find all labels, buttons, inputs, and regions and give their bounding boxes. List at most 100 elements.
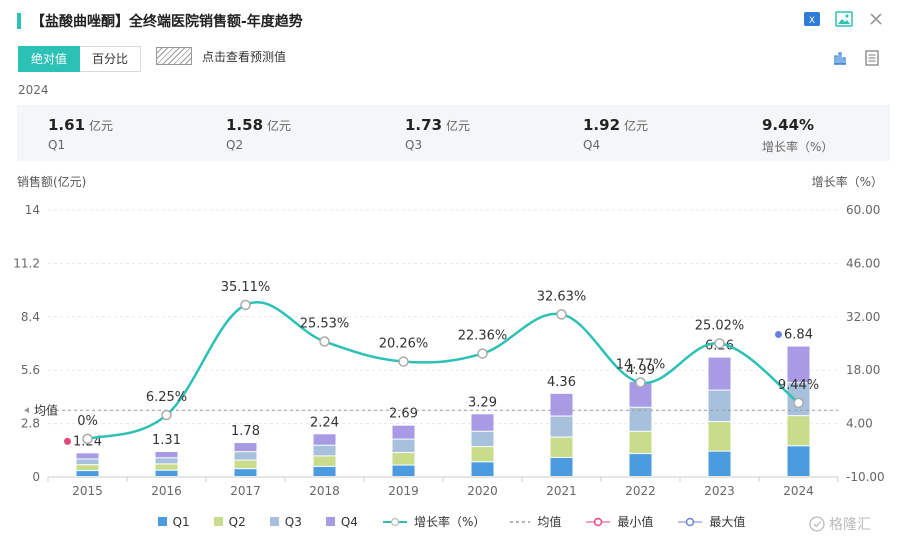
legend-swatch bbox=[325, 517, 335, 526]
growth-label: 35.11% bbox=[221, 280, 271, 295]
growth-rate-line bbox=[87, 301, 800, 441]
bar-segment-q4 bbox=[392, 425, 415, 439]
hatch-pattern-icon bbox=[156, 47, 192, 65]
legend-swatch bbox=[213, 517, 223, 526]
bar-segment-q3 bbox=[550, 416, 573, 437]
year-label: 2024 bbox=[18, 83, 49, 97]
summary-label: Q3 bbox=[405, 138, 423, 152]
summary-unit: 亿元 bbox=[446, 119, 471, 133]
percent-button[interactable]: 百分比 bbox=[80, 46, 142, 72]
bar-segment-q4 bbox=[629, 381, 652, 407]
legend-mean[interactable]: 均值 bbox=[509, 513, 561, 530]
forecast-toggle[interactable]: 点击查看预测值 bbox=[156, 47, 286, 65]
growth-point bbox=[635, 377, 646, 388]
legend-min-marker bbox=[586, 517, 611, 526]
summary-label: Q1 bbox=[48, 138, 66, 152]
bar-segment-q3 bbox=[471, 431, 494, 447]
summary-label: Q2 bbox=[226, 138, 244, 152]
legend-label: Q2 bbox=[228, 514, 246, 529]
bar-segment-q3 bbox=[313, 445, 336, 456]
growth-label: 32.63% bbox=[537, 289, 587, 304]
max-value-marker bbox=[775, 331, 782, 339]
view-switcher bbox=[831, 49, 881, 67]
bar-segment-q2 bbox=[234, 460, 257, 469]
summary-growth: 9.44% 增长率（%） bbox=[762, 115, 833, 155]
value-mode-toggle: 绝对值 百分比 bbox=[18, 46, 142, 72]
legend-label: Q1 bbox=[172, 514, 190, 529]
bar-segment-q2 bbox=[471, 447, 494, 462]
bar-segment-q1 bbox=[234, 469, 257, 476]
legend-q4[interactable]: Q4 bbox=[325, 513, 358, 530]
bar-segment-q1 bbox=[708, 451, 731, 476]
bar-segment-q1 bbox=[787, 446, 810, 476]
legend-min[interactable]: 最小值 bbox=[585, 513, 653, 530]
x-tick-label: 2022 bbox=[625, 484, 656, 498]
summary-value: 1.92 bbox=[583, 116, 621, 134]
y-tick-left: 0 bbox=[32, 470, 40, 484]
legend-dash-marker bbox=[510, 520, 531, 523]
bar-segment-q3 bbox=[234, 452, 257, 460]
bar-segment-q3 bbox=[155, 458, 178, 464]
growth-point bbox=[714, 338, 725, 349]
legend-growth[interactable]: 增长率（%） bbox=[382, 513, 485, 530]
bar-segment-q4 bbox=[787, 346, 810, 383]
y-tick-left: 5.6 bbox=[21, 363, 40, 377]
x-tick-label: 2016 bbox=[151, 484, 182, 498]
y-tick-left: 2.8 bbox=[21, 417, 40, 431]
bar-total-label: 6.84 bbox=[784, 328, 813, 343]
bar-total-label: 1.78 bbox=[231, 424, 260, 439]
bar-segment-q1 bbox=[76, 471, 99, 476]
summary-q3: 1.73 亿元 Q3 bbox=[405, 115, 470, 152]
page-title: 【盐酸曲唑酮】全终端医院销售额-年度趋势 bbox=[31, 14, 303, 30]
svg-text:X: X bbox=[809, 16, 815, 26]
mean-marker-icon bbox=[24, 407, 29, 414]
y-tick-right: 32.00 bbox=[846, 310, 880, 324]
legend-q2[interactable]: Q2 bbox=[213, 513, 246, 530]
image-export-icon[interactable] bbox=[835, 10, 853, 28]
bar-segment-q4 bbox=[708, 357, 731, 390]
summary-unit: 亿元 bbox=[89, 119, 114, 133]
legend-q1[interactable]: Q1 bbox=[157, 513, 190, 530]
bar-total-label: 4.99 bbox=[626, 363, 655, 378]
legend-q3[interactable]: Q3 bbox=[269, 513, 302, 530]
bar-segment-q2 bbox=[76, 465, 99, 471]
excel-export-icon[interactable]: X bbox=[803, 10, 821, 28]
close-icon[interactable] bbox=[867, 10, 885, 28]
bar-segment-q4 bbox=[76, 453, 99, 459]
bar-segment-q3 bbox=[629, 407, 652, 431]
bar-chart-icon[interactable] bbox=[831, 49, 849, 67]
summary-label: 增长率（%） bbox=[762, 140, 834, 154]
x-tick-label: 2019 bbox=[388, 484, 419, 498]
summary-q1: 1.61 亿元 Q1 bbox=[48, 115, 113, 152]
mean-label: 均值 bbox=[34, 402, 58, 417]
legend-label: Q3 bbox=[284, 514, 302, 529]
x-tick-label: 2021 bbox=[546, 484, 577, 498]
summary-panel: 1.61 亿元 Q1 1.58 亿元 Q2 1.73 亿元 Q3 1.92 亿元 Q4 … bbox=[17, 105, 890, 161]
legend-swatch bbox=[269, 517, 279, 526]
legend-label: 均值 bbox=[537, 515, 562, 529]
y-axis-right-title: 增长率（%） bbox=[812, 174, 883, 189]
bar-segment-q4 bbox=[550, 393, 573, 416]
legend-label: Q4 bbox=[340, 514, 358, 529]
bar-total-label: 1.31 bbox=[152, 433, 181, 448]
legend-max[interactable]: 最大值 bbox=[677, 513, 745, 530]
bar-segment-q1 bbox=[392, 465, 415, 476]
min-value-marker bbox=[64, 437, 71, 445]
y-tick-left: 11.2 bbox=[13, 256, 40, 270]
legend-label: 最大值 bbox=[709, 515, 746, 529]
bar-segment-q1 bbox=[471, 462, 494, 476]
growth-point bbox=[398, 356, 409, 367]
watermark: 格隆汇 bbox=[809, 514, 871, 534]
forecast-label: 点击查看预测值 bbox=[202, 49, 287, 64]
y-tick-right: 60.00 bbox=[846, 203, 880, 217]
legend-max-marker bbox=[678, 517, 703, 526]
bar-segment-q4 bbox=[471, 414, 494, 431]
x-tick-label: 2024 bbox=[783, 484, 814, 498]
bar-segment-q3 bbox=[76, 459, 99, 465]
y-tick-right: 4.00 bbox=[846, 417, 873, 431]
growth-point bbox=[240, 299, 251, 311]
growth-label: 0% bbox=[77, 414, 98, 429]
watermark-logo-icon bbox=[809, 516, 825, 532]
absolute-value-button[interactable]: 绝对值 bbox=[18, 46, 81, 72]
table-view-icon[interactable] bbox=[863, 49, 881, 67]
